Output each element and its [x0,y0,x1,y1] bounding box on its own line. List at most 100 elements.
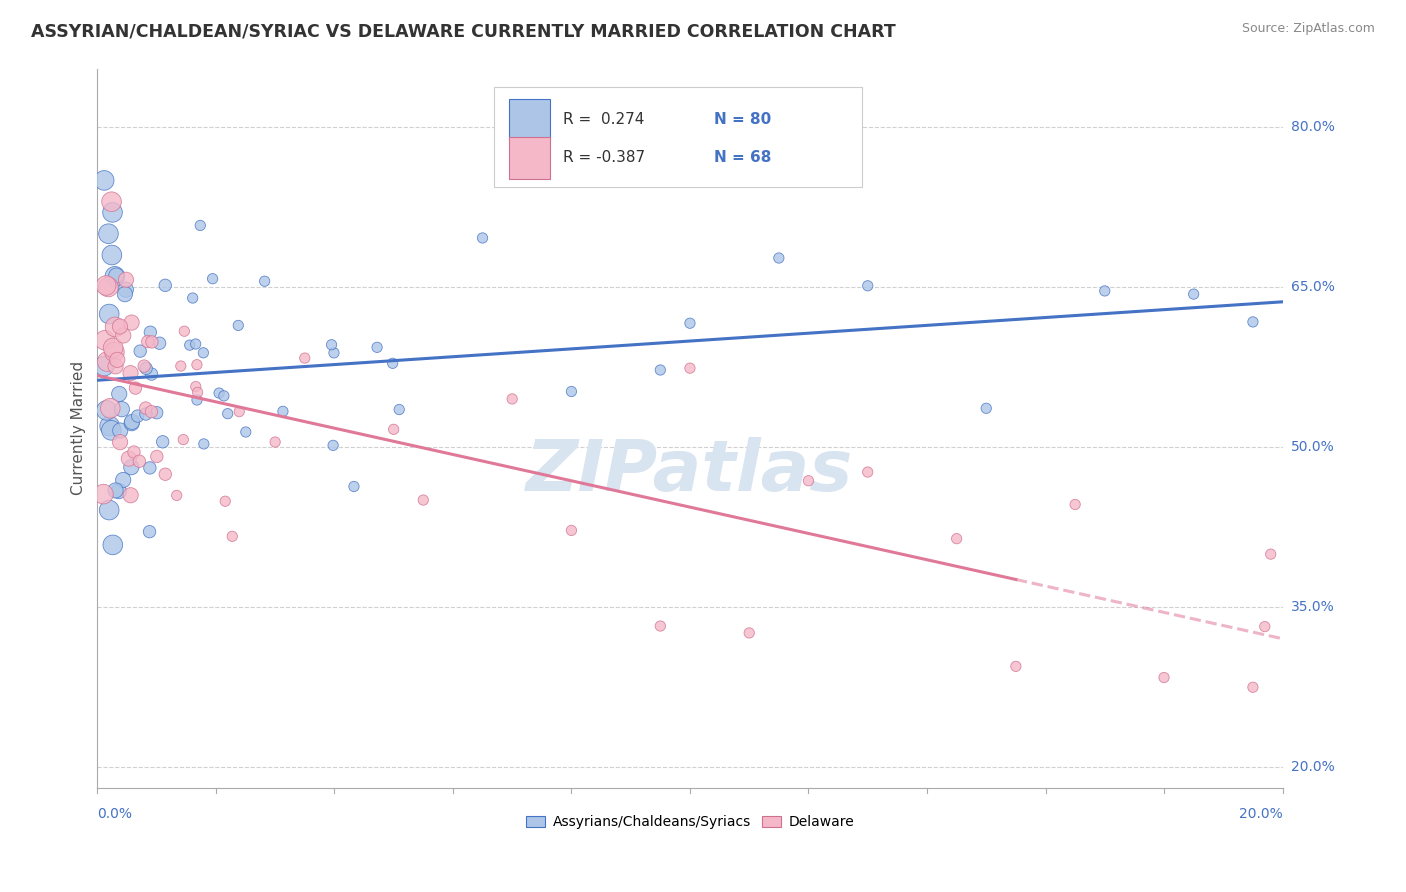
Point [155,278,177,293]
Point [322,438,344,452]
Point [120,460,142,475]
Y-axis label: Currently Married: Currently Married [72,361,86,495]
Point [98,419,121,434]
Point [1005,659,1028,673]
Point [155,467,177,482]
Point [1064,498,1087,512]
Point [193,437,215,451]
Point [181,291,204,305]
Text: 20.0%: 20.0% [1239,807,1282,821]
Point [264,435,287,450]
Point [98,503,121,517]
Point [93,487,115,501]
Point [173,324,195,338]
Point [97,227,120,241]
Point [179,338,201,352]
Point [141,405,163,419]
Text: ZIPatlas: ZIPatlas [526,437,853,506]
Point [271,404,294,418]
Point [114,283,136,297]
Point [122,445,145,459]
Point [112,473,135,487]
Point [101,248,124,262]
Point [184,337,207,351]
Point [412,493,434,508]
FancyBboxPatch shape [495,87,862,187]
Point [141,334,163,349]
Point [101,205,124,219]
Point [560,384,582,399]
Point [105,352,128,367]
Point [111,402,134,417]
Point [381,356,404,370]
Point [501,392,523,406]
Point [679,361,702,376]
Point [121,416,143,430]
Text: 65.0%: 65.0% [1291,280,1334,294]
Text: 0.0%: 0.0% [97,807,132,821]
Point [134,359,156,373]
Point [146,450,169,464]
Point [108,319,131,334]
Point [187,385,209,400]
Point [105,268,128,283]
Point [152,434,174,449]
Text: ASSYRIAN/CHALDEAN/SYRIAC VS DELAWARE CURRENTLY MARRIED CORRELATION CHART: ASSYRIAN/CHALDEAN/SYRIAC VS DELAWARE CUR… [31,22,896,40]
Point [366,340,388,354]
Point [208,386,231,401]
Point [97,280,120,294]
Point [94,278,117,293]
Point [98,401,121,416]
Point [118,451,141,466]
Text: R = -0.387: R = -0.387 [564,150,645,165]
Point [186,392,208,407]
Point [679,316,702,330]
Point [110,424,132,438]
Point [104,269,127,284]
Point [135,407,157,421]
Point [101,341,124,355]
Point [104,319,127,334]
Point [1241,315,1264,329]
Point [139,461,162,475]
Point [108,387,131,401]
Point [235,425,257,439]
Point [121,316,143,330]
Point [221,529,243,543]
Point [214,494,236,508]
Point [323,346,346,360]
Point [184,379,207,393]
Point [108,435,131,450]
Point [188,219,211,233]
Point [226,318,249,333]
Point [120,366,142,380]
Point [253,274,276,288]
Point [135,401,157,415]
Point [115,273,138,287]
Point [93,173,115,187]
Point [124,381,146,395]
Point [1094,284,1116,298]
Point [856,465,879,479]
Point [1182,287,1205,301]
Point [94,333,117,347]
Point [136,334,159,349]
Bar [509,136,550,178]
Point [135,361,157,376]
Point [974,401,997,416]
Point [650,619,672,633]
Text: 50.0%: 50.0% [1291,440,1334,454]
Point [797,474,820,488]
Point [101,538,124,552]
Point [212,389,235,403]
Bar [509,99,550,140]
Point [343,479,366,493]
Point [100,194,122,209]
Text: 80.0%: 80.0% [1291,120,1334,134]
Point [856,278,879,293]
Point [104,483,127,498]
Point [170,359,193,373]
Point [103,345,125,359]
Point [114,287,136,301]
Point [738,626,761,640]
